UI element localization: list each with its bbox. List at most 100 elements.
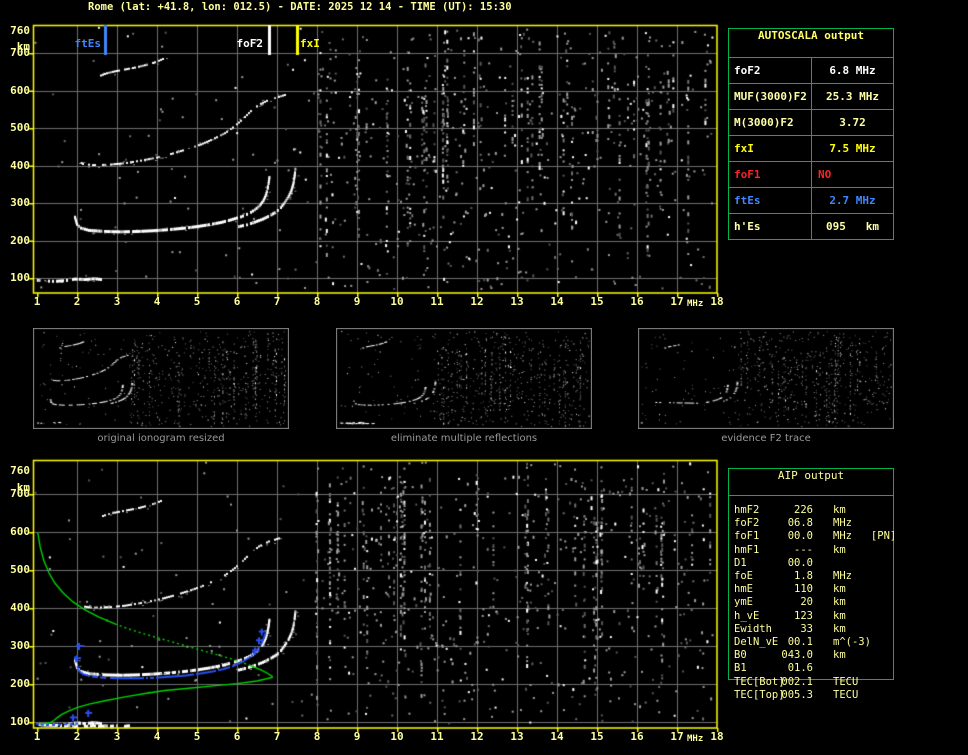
x-tick-label: 3 [113,730,121,743]
aip-row-label: hmF2 [734,504,760,516]
x-tick-label: 9 [353,295,361,308]
thumbnail-caption: evidence F2 trace [721,433,811,444]
marker-label-ftEs: ftEs [74,37,102,50]
x-tick-label: 11 [430,295,444,308]
aip-row-unit: km [833,622,846,635]
autoscala-row: h'Es 095 km [729,214,893,239]
aip-row-value: 00.0 [787,530,813,543]
y-tick-label: 700 [10,46,30,59]
aip-row: TEC[Top] 005.3 TECU [729,689,893,702]
x-tick-label: 5 [193,295,201,308]
y-tick-label: 200 [10,233,30,247]
x-tick-label: 7 [273,295,281,308]
x-axis-unit: MHz [687,299,704,309]
aip-row-value: 005.3 [781,688,813,701]
y-tick-label: 500 [10,121,30,134]
aip-row-label: TEC[Bot] [734,675,785,688]
autoscala-row-value: 2.7 MHz [829,194,876,207]
autoscala-table-rows: foF2 6.8 MHz MUF(3000)F2 25.3 MHz M(3000)F2 3… [729,58,893,239]
aip-row-unit: TECU [833,675,859,688]
aip-row-label: B1 [734,662,747,675]
bottom-ionogram-canvas [28,455,723,735]
x-tick-label: 6 [233,730,241,743]
aip-row: B0 043.0 km [729,649,893,662]
y-axis-unit: km [16,480,30,494]
x-tick-label: 14 [550,295,564,308]
y-tick-label: 300 [10,196,30,209]
aip-row: B1 01.6 [729,662,893,675]
aip-row-value: --- [794,543,813,556]
top-ionogram-canvas [28,20,723,300]
x-tick-label: 1 [33,730,41,743]
marker-label-foF2: foF2 [236,37,264,50]
aip-row: TEC[Bot] 002.1 TECU [729,676,893,689]
page-title: Rome (lat: +41.8, lon: 012.5) - DATE: 20… [88,1,512,13]
y-tick-label: 300 [10,639,30,652]
aip-row-unit: MHz [833,570,852,582]
x-tick-label: 12 [470,295,484,308]
aip-row-label: DelN_vE [734,636,779,648]
x-tick-label: 6 [233,295,241,308]
aip-row-label: hmF1 [734,543,760,556]
aip-row: foF1 00.0 MHz [PN] [729,530,896,543]
y-tick-label: 400 [10,158,30,172]
x-tick-label: 2 [73,730,81,743]
aip-row-label: foF2 [734,517,760,530]
aip-row-value: 06.8 [787,517,813,530]
aip-row-unit: km [833,596,846,609]
x-tick-label: 15 [590,295,604,308]
x-tick-label: 17 [670,295,684,308]
autoscala-row-value: 095 km [826,220,879,233]
y-tick-label: 100 [10,715,30,728]
aip-row: ymE 20 km [729,596,893,609]
x-tick-label: 1 [33,295,41,308]
x-tick-label: 16 [630,730,644,743]
autoscala-row-label: foF1 [729,162,812,187]
aip-row-label: B0 [734,649,747,662]
x-tick-label: 8 [313,295,321,308]
aip-row-value: 20 [800,596,813,609]
autoscala-row-label: foF2 [729,58,812,83]
aip-row-label: D1 [734,556,747,569]
x-tick-label: 5 [193,730,201,743]
y-tick-label: 200 [10,677,30,690]
autoscala-row: fxI 7.5 MHz [729,136,893,162]
autoscala-table-title: AUTOSCALA output [729,29,893,58]
y-axis-unit: km [16,39,30,53]
aip-row-value: 01.6 [787,662,813,675]
aip-row: hmF1 --- km [729,544,893,557]
aip-row-unit: km [833,609,846,622]
aip-row: Ewidth 33 km [729,623,893,636]
aip-row-value: 110 [794,583,813,596]
x-tick-label: 13 [510,295,524,308]
aip-row: D1 00.0 [729,557,893,570]
aip-row-label: hmE [734,583,753,596]
aip-row-label: foE [734,570,753,582]
aip-row: foF2 06.8 MHz [729,517,893,530]
autoscala-row-label: ftEs [729,188,812,213]
x-tick-label: 10 [390,295,404,308]
x-tick-label: 13 [510,730,524,743]
autoscala-row: foF2 6.8 MHz [729,58,893,84]
x-tick-label: 18 [710,730,724,743]
aip-row-unit: MHz [833,517,852,530]
x-tick-label: 15 [590,730,604,743]
autoscala-row-value: 7.5 MHz [829,142,876,155]
aip-output-table: AIP output hmF2 226 km foF2 06.8 MHz foF1 00.0 M… [728,468,896,701]
aip-row: hmF2 226 km [729,504,893,517]
autoscala-row-value: 3.72 [839,116,866,129]
x-tick-label: 11 [430,730,444,743]
autoscala-row-label: fxI [729,136,812,161]
autoscala-row-value: NO [818,168,832,181]
autoscala-output-table: AUTOSCALA output foF2 6.8 MHz MUF(3000)F2 2… [728,28,894,240]
x-tick-label: 8 [313,730,321,743]
y-tick-label: 760 [10,464,30,478]
y-tick-label: 760 [10,23,30,37]
aip-row-unit: km [833,504,846,516]
thumbnail-original-ionogram [33,328,289,429]
marker-label-fxI: fxI [300,37,320,50]
thumbnail-evidence-f2-trace [638,328,894,429]
thumbnail-caption: original ionogram resized [97,433,225,444]
x-tick-label: 7 [273,730,281,743]
